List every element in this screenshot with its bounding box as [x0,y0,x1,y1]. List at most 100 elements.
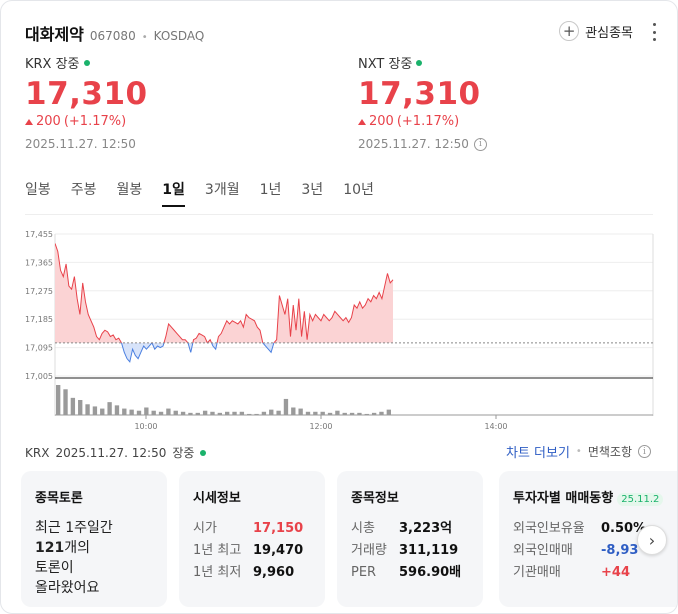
nxt-venue-label: NXT 장중 [358,57,413,72]
x-tick-label: 10:00 [134,422,157,431]
volume-bar [386,409,391,415]
krx-venue: KRX 장중 [25,53,148,72]
company-info-panel[interactable]: 종목정보 시총 3,223억 거래량 311,119 PER 596.90배 [337,471,483,607]
forum-line1: 최근 1주일간 [35,520,113,536]
nxt-change: 200 (+1.17%) [358,114,487,129]
volume-bar [239,411,245,415]
volume-bar [283,398,289,415]
volume-bar [195,412,200,415]
volume-bar [202,410,208,415]
stock-name[interactable]: 대화제약 [25,25,84,44]
volume-bar [261,411,267,415]
y-tick-label: 17,005 [25,372,53,381]
period-tabs: 일봉 주봉 월봉 1일 3개월 1년 3년 10년 [25,179,394,207]
market-name: KOSDAQ [153,29,205,43]
intraday-chart[interactable]: 17,455 17,365 17,275 17,185 17,095 17,005 10:0… [1,216,678,436]
volume-bar [254,413,259,415]
row-label: 기관매매 [513,565,561,580]
more-menu-icon[interactable] [651,23,657,41]
volume-bar [210,411,215,415]
separator-dot: • [141,32,148,43]
market-info-panel[interactable]: 시세정보 시가 17,150 1년 최고 19,470 1년 최저 9,960 [179,471,325,607]
volume-bar [122,408,127,415]
row-label: 시총 [351,521,375,536]
y-tick-label: 17,455 [25,230,53,239]
row-value: 17,150 [253,521,304,536]
row-value: 0.50% [601,521,647,536]
krx-price: 17,310 [25,76,148,112]
chevron-right-icon[interactable]: › [637,525,667,555]
krx-change: 200 (+1.17%) [25,114,148,129]
up-triangle-icon [358,118,366,125]
volume-bar [107,402,112,415]
tab-3month[interactable]: 3개월 [204,182,240,198]
watchlist-button[interactable]: + 관심종목 [559,21,633,41]
live-dot-icon [416,59,423,66]
info-icon[interactable]: i [638,445,651,458]
stock-header: 대화제약 067080 • KOSDAQ [25,21,204,45]
info-row: 거래량 311,119 [351,540,469,562]
plus-icon: + [559,21,580,41]
investor-title: 투자자별 매매동향 25.11.2 [513,487,675,506]
tab-10year[interactable]: 10년 [343,182,374,198]
info-row: 기관매매 +44 [513,562,675,584]
y-tick-label: 17,095 [25,344,53,353]
volume-bar [63,389,68,415]
volume-bar [158,411,164,415]
disclaimer-link[interactable]: 면책조항 [587,445,632,459]
tab-1day[interactable]: 1일 [162,179,185,207]
volume-bar [342,412,347,415]
volume-bar [151,410,156,415]
row-label: 외국인매매 [513,543,573,558]
volume-bar [92,406,98,415]
info-row: 시가 17,150 [193,518,311,540]
row-value: 9,960 [253,565,295,580]
row-value: 19,470 [253,543,304,558]
volume-bar [327,412,333,415]
volume-bar [78,400,83,415]
volume-bar [298,408,303,415]
volume-bar [357,412,362,415]
y-tick-label: 17,185 [25,315,53,324]
tab-weekly[interactable]: 주봉 [70,182,97,198]
forum-count: 121 [35,540,65,556]
volume-bar [85,404,90,415]
row-label: 외국인보유율 [513,521,585,536]
price-line-down [120,342,275,363]
forum-line4: 올라왔어요 [35,580,100,596]
tab-monthly[interactable]: 월봉 [116,182,143,198]
volume-bar [136,410,142,415]
tab-3year[interactable]: 3년 [301,182,324,198]
nxt-timestamp-row: 2025.11.27. 12:50 i [358,137,487,151]
info-row: 1년 최저 9,960 [193,562,311,584]
info-row: 외국인보유율 0.50% [513,518,675,540]
info-row: PER 596.90배 [351,562,469,584]
investor-title-text: 투자자별 매매동향 [513,491,614,506]
stock-code: 067080 [89,29,136,43]
tab-divider [25,214,653,215]
forum-panel[interactable]: 종목토론 최근 1주일간 121개의 토론이 올라왔어요 [21,471,167,607]
live-dot-icon [83,59,90,66]
row-value: +44 [601,565,630,580]
tab-1year[interactable]: 1년 [259,182,282,198]
date-badge: 25.11.2 [617,493,664,506]
tab-daily[interactable]: 일봉 [25,182,51,198]
volume-bar [100,408,105,415]
up-triangle-icon [25,118,33,125]
volume-bar [114,405,120,415]
row-value: -8,93 [601,543,639,558]
volume-bar [349,412,355,415]
forum-count-line: 121개의 [35,538,153,558]
info-panels: 종목토론 최근 1주일간 121개의 토론이 올라왔어요 시세정보 시가 17,1… [21,471,677,611]
info-row: 시총 3,223억 [351,518,469,540]
chart-more-link[interactable]: 차트 더보기 [505,446,570,461]
info-icon[interactable]: i [473,137,487,151]
volume-bar [320,411,325,415]
volume-bar [269,409,274,415]
volume-bar [291,407,296,415]
x-tick-label: 12:00 [309,422,332,431]
krx-change-value: 200 [36,114,61,129]
forum-line3: 토론이 [35,560,74,576]
status-state: 장중 [172,446,195,460]
row-value: 311,119 [399,543,459,558]
